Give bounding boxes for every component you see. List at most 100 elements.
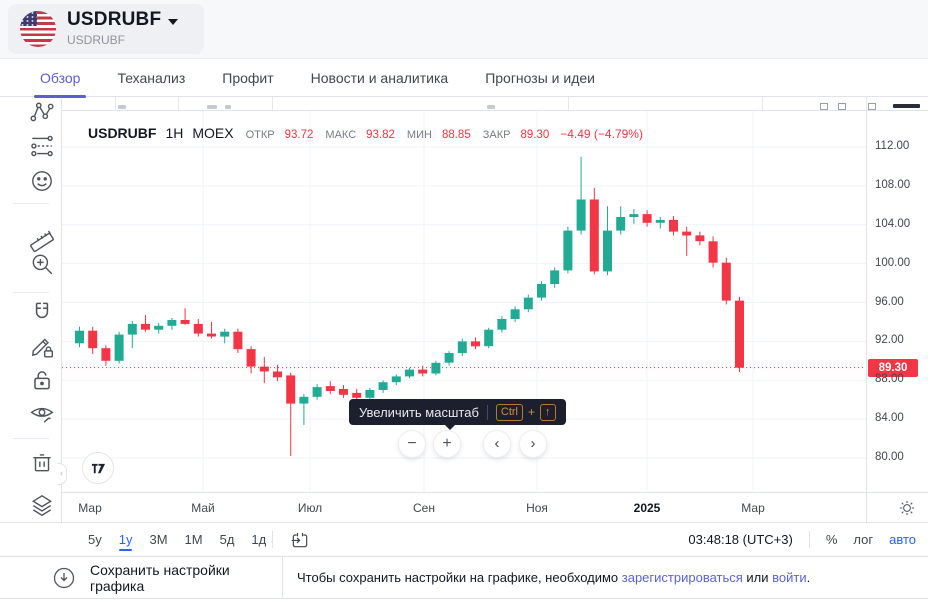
zoom-tooltip: Увеличить масштаб Ctrl + ↑ xyxy=(349,399,566,430)
range-button-1д[interactable]: 1д xyxy=(251,532,267,547)
tradingview-logo[interactable] xyxy=(82,452,114,484)
current-price-badge: 89.30 xyxy=(868,358,918,377)
price-tick-label: 100.00 xyxy=(875,256,911,269)
save-settings-label: Сохранить настройки графика xyxy=(90,561,230,594)
lock-drawings-icon[interactable] xyxy=(29,367,55,393)
cutoff-toolbar-strip xyxy=(62,97,928,111)
toolbar-fragment xyxy=(207,105,217,109)
candle-body xyxy=(405,369,414,377)
magnet-mode-icon[interactable] xyxy=(29,299,55,325)
tab-forecasts-ideas[interactable]: Прогнозы и идеи xyxy=(485,69,595,86)
candle-body xyxy=(735,300,744,368)
candle-body xyxy=(180,320,190,324)
stay-in-drawing-mode-icon[interactable] xyxy=(29,333,55,359)
range-button-1М[interactable]: 1М xyxy=(184,532,203,547)
candle-body xyxy=(418,369,428,374)
chart-pane[interactable]: USDRUBF 1H MOEX ОТКР 93.72 МАКС 93.82 МИН 8… xyxy=(62,111,866,492)
candle-body xyxy=(101,348,111,361)
candle-body xyxy=(431,362,441,374)
candle-body xyxy=(141,323,150,330)
toolbar-separator xyxy=(866,97,867,110)
price-axis[interactable]: 89.30 112.00 108.00 104.00 100.00 96.00 92.00… xyxy=(866,111,928,492)
time-tick-label: Сен xyxy=(413,501,435,515)
price-tick-label: 108.00 xyxy=(875,178,911,191)
tab-overview[interactable]: Обзор xyxy=(33,59,87,98)
candle-body xyxy=(246,349,256,367)
percent-scale-button[interactable]: % xyxy=(825,532,838,547)
hide-drawings-icon[interactable] xyxy=(29,401,55,427)
tab-profit[interactable]: Профит xyxy=(222,69,274,86)
go-to-date-icon[interactable] xyxy=(290,530,310,550)
zoom-out-button[interactable]: − xyxy=(398,430,426,458)
pattern-tool-icon[interactable] xyxy=(29,100,55,126)
time-tick-label: Мар xyxy=(741,501,765,515)
candle-body xyxy=(88,330,98,349)
toolbar-divider xyxy=(808,531,810,548)
candle-body xyxy=(378,382,388,390)
auto-scale-button[interactable]: авто xyxy=(889,532,916,547)
symbol-title: USDRUBF xyxy=(67,9,162,31)
candle-body xyxy=(471,341,480,347)
object-tree-icon[interactable] xyxy=(29,492,55,518)
time-axis[interactable]: Мар Май Июл Сен Ноя 2025 Мар xyxy=(62,492,928,523)
download-circle-icon xyxy=(52,566,76,590)
measure-ruler-icon[interactable] xyxy=(29,224,55,253)
symbol-text: USDRUBF USDRUBF xyxy=(67,9,179,47)
candle-body xyxy=(312,387,322,397)
low-label: МИН xyxy=(406,129,432,141)
range-button-1y[interactable]: 1y xyxy=(118,532,133,551)
candle-body xyxy=(669,219,678,232)
range-button-5д[interactable]: 5д xyxy=(219,532,235,547)
drawing-toolbar xyxy=(0,97,62,522)
price-tick-label: 104.00 xyxy=(875,217,911,230)
toolbar-fragment xyxy=(487,105,495,109)
remove-objects-icon[interactable] xyxy=(29,449,55,475)
tab-technical-analysis[interactable]: Теханализ xyxy=(117,69,186,86)
range-button-5y[interactable]: 5y xyxy=(88,532,102,547)
price-tick-label: 92.00 xyxy=(875,334,904,347)
legend-interval: 1H xyxy=(165,125,184,141)
ctrl-keycap: Ctrl xyxy=(495,403,523,421)
login-link[interactable]: войти xyxy=(772,570,807,585)
candle-body xyxy=(576,199,586,231)
log-scale-button[interactable]: лог xyxy=(853,532,874,547)
candle-body xyxy=(589,199,599,272)
candle-body xyxy=(207,333,216,337)
clock[interactable]: 03:48:18 (UTC+3) xyxy=(688,532,793,547)
candle-body xyxy=(721,262,731,301)
candle-body xyxy=(391,376,401,383)
toolbar-separator xyxy=(115,97,116,110)
toolbar-fragment xyxy=(820,103,828,110)
zoom-in-tool-icon[interactable] xyxy=(29,251,55,277)
sun-icon[interactable] xyxy=(898,499,916,517)
toolbar-separator xyxy=(568,97,569,110)
range-buttons: 5y 1y 3М 1М 5д 1д xyxy=(88,523,266,556)
candle-body xyxy=(708,241,718,263)
axis-corner-separator xyxy=(866,493,867,523)
toolbar-separator xyxy=(178,97,179,110)
toolbar-fragment xyxy=(838,103,846,110)
emoji-tool-icon[interactable] xyxy=(29,168,55,194)
zoom-in-button[interactable]: + xyxy=(433,430,461,458)
tooltip-divider xyxy=(486,404,488,420)
toolbar-fragment xyxy=(868,103,876,110)
price-tick-label: 88.00 xyxy=(875,373,904,386)
bottom-bar-right: 03:48:18 (UTC+3) % лог авто xyxy=(688,523,916,556)
save-settings-button[interactable]: Сохранить настройки графика xyxy=(0,557,283,598)
range-button-3М[interactable]: 3М xyxy=(149,532,168,547)
time-tick-label: Май xyxy=(191,501,215,515)
candle-body xyxy=(325,386,335,391)
note-prefix: Чтобы сохранить настройки на графике, не… xyxy=(297,570,622,585)
register-link[interactable]: зарегистрироваться xyxy=(621,570,743,585)
candle-body xyxy=(444,353,454,363)
page-header: USDRUBF USDRUBF xyxy=(0,0,928,58)
tab-news-analytics[interactable]: Новости и аналитика xyxy=(310,69,449,86)
chart-legend: USDRUBF 1H MOEX ОТКР 93.72 МАКС 93.82 МИН 8… xyxy=(88,125,643,141)
close-value: 89.30 xyxy=(520,129,550,141)
scroll-right-button[interactable]: › xyxy=(519,430,547,458)
open-label: ОТКР xyxy=(245,129,275,141)
legend-symbol: USDRUBF xyxy=(88,125,157,141)
scroll-left-button[interactable]: ‹ xyxy=(483,430,511,458)
forecast-tool-icon[interactable] xyxy=(29,133,55,159)
symbol-selector[interactable]: USDRUBF USDRUBF xyxy=(8,4,204,54)
